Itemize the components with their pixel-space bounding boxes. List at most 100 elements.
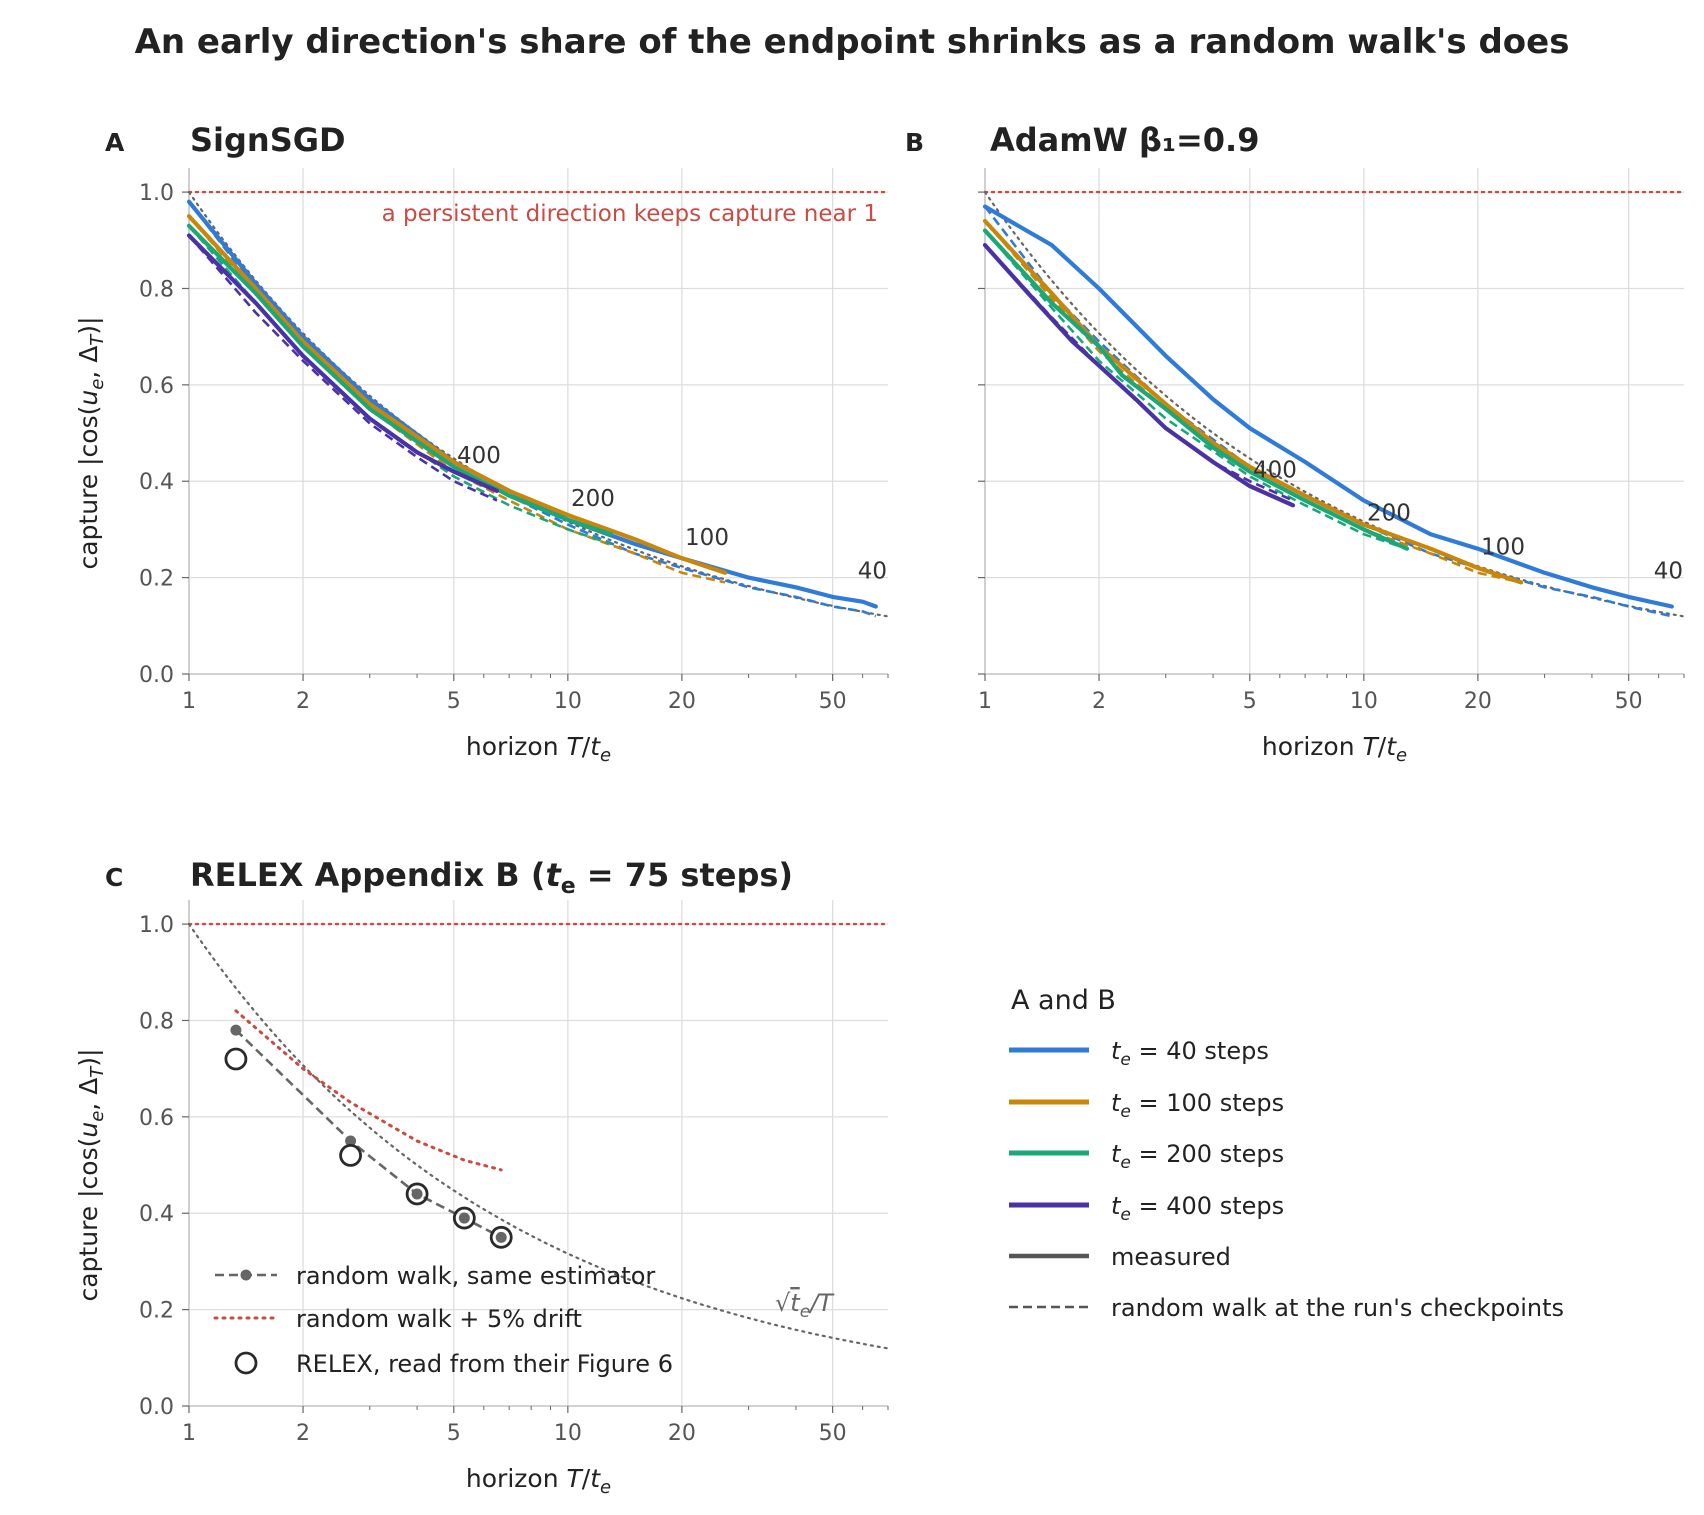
panel-a-x-axis-label: horizon T/te	[466, 732, 611, 766]
panel-c-sqrt-label-var: t	[790, 1289, 801, 1317]
legend-relex-swatch	[234, 1351, 258, 1375]
panel-a-y-tick-label: 1.0	[139, 181, 174, 206]
panel-c-title: RELEX Appendix B (te = 75 steps)	[190, 856, 793, 899]
panel-c-x-label-var2: t	[590, 1464, 601, 1493]
panel-a-y-axis-label: capture |cos(ue, ΔT)|	[74, 316, 108, 569]
panel-b-measured-te-100	[982, 218, 1524, 585]
panel-a-x-tick-label: 10	[554, 689, 582, 714]
panel-c-title-post: = 75 steps)	[576, 856, 793, 894]
panel-a-y-label-post: )|	[74, 316, 103, 334]
panel-a-end-label-te-200: 200	[571, 486, 615, 512]
legend-ab-te100-text: = 100 steps	[1131, 1089, 1284, 1117]
panel-c-random-walk-point	[495, 1231, 507, 1243]
legend-ab-measured-label: measured	[1111, 1243, 1231, 1271]
panel-a-random-walk-te-400	[188, 234, 498, 502]
panel-c-legend: random walk, same estimator random walk +…	[213, 1262, 673, 1378]
panel-c-x-label-var: T	[566, 1464, 583, 1493]
panel-c-sqrt-curve	[187, 923, 890, 1350]
panel-b-x-tick-label: 5	[1243, 689, 1257, 714]
panel-b-measured-te-200	[982, 228, 1410, 551]
panel-a-measured-te-400	[186, 233, 500, 493]
legend-rw-estimator-label: random walk, same estimator	[296, 1262, 655, 1290]
panel-c-random-walk-point	[458, 1212, 470, 1224]
panel-b-x-label-sub: e	[1396, 745, 1407, 766]
panel-b-x-label-sep: /	[1378, 732, 1387, 761]
panel-a: A SignSGD 1 2 5 10 20 50 0.0 0.2 0.4 0.6 0.8 1.0 hor…	[74, 121, 890, 766]
panel-a-x-label-var: T	[566, 732, 583, 761]
panel-a-y-tick-label: 0.0	[139, 663, 174, 688]
panel-c-sqrt-label-root: √	[775, 1289, 791, 1317]
panel-c-y-tick-label: 0.0	[139, 1395, 174, 1420]
panel-c-random-walk-point	[230, 1024, 242, 1036]
legend-ab-te40-text: = 40 steps	[1131, 1037, 1269, 1065]
panel-b-end-label-te-40: 40	[1654, 559, 1683, 585]
panel-a-x-label-sub: e	[600, 745, 611, 766]
panel-b-x-tick-label: 20	[1464, 689, 1492, 714]
panel-a-y-label-sub-t: T	[87, 333, 108, 346]
panel-a-x-tick-label: 50	[819, 689, 847, 714]
panel-a-x-tick-label: 5	[447, 689, 461, 714]
legend-ab-te40-sub: e	[1120, 1050, 1130, 1070]
panel-c-y-tick-label: 0.8	[139, 1009, 174, 1034]
panel-a-measured-te-200	[186, 223, 614, 537]
panel-c-random-walk-point	[345, 1135, 357, 1147]
panel-c-x-label-main: horizon	[466, 1464, 567, 1493]
legend-rw-drift-label: random walk + 5% drift	[296, 1305, 582, 1333]
panel-c-relex-point	[452, 1206, 476, 1230]
panel-c-y-tick-label: 0.2	[139, 1299, 174, 1324]
panel-a-letter: A	[105, 128, 125, 157]
legend-relex-label: RELEX, read from their Figure 6	[296, 1350, 673, 1378]
panel-a-random-walk-te-40	[187, 200, 877, 618]
panel-c-relex-point	[339, 1144, 362, 1167]
panel-c-x-tick-label: 50	[819, 1421, 847, 1446]
legend-ab-te200-label: te = 200 steps	[1111, 1140, 1284, 1173]
panel-b-x-tick-label: 1	[978, 689, 992, 714]
panel-a-x-tick-label: 20	[668, 689, 696, 714]
panel-c-sqrt-label-post: /T	[808, 1289, 835, 1317]
panel-b-x-label-main: horizon	[1262, 732, 1363, 761]
panel-b-measured-te-400	[982, 243, 1296, 508]
panel-a-y-tick-label: 0.8	[139, 277, 174, 302]
panel-c-x-axis-label: horizon T/te	[466, 1464, 611, 1498]
figure-title: An early direction's share of the endpoi…	[135, 22, 1570, 62]
panel-c-y-tick-label: 1.0	[139, 913, 174, 938]
panel-a-x-label-sep: /	[582, 732, 591, 761]
panel-a-y-tick-label: 0.6	[139, 374, 174, 399]
panel-b-x-axis-label: horizon T/te	[1262, 732, 1407, 766]
panel-c-relex-point	[489, 1225, 513, 1249]
panel-b-random-walk-te-200	[984, 229, 1408, 550]
panel-b-sqrt-curve	[983, 191, 1686, 618]
panel-a-end-label-te-40: 40	[858, 559, 887, 585]
panel-b-random-walk-te-100	[984, 220, 1522, 584]
panel-c-drift-line	[234, 1009, 503, 1172]
panel-a-sqrt-curve	[187, 191, 890, 618]
panel-c-title-var: t	[545, 856, 562, 894]
panel-a-random-walk-te-100	[188, 215, 726, 584]
panel-a-x-tick-label: 2	[296, 689, 310, 714]
panel-c-y-tick-label: 0.6	[139, 1106, 174, 1131]
panel-b-random-walk-te-40	[983, 205, 1673, 618]
panel-a-x-tick-label: 1	[182, 689, 196, 714]
panel-b-x-tick-label: 10	[1350, 689, 1378, 714]
panel-b-title: AdamW β₁=0.9	[990, 121, 1259, 159]
panel-b-end-label-te-200: 200	[1367, 501, 1411, 527]
panel-c-x-tick-label: 20	[668, 1421, 696, 1446]
panel-c-y-axis-label: capture |cos(ue, ΔT)|	[74, 1048, 108, 1301]
panel-c-y-label-sub-e: e	[87, 1111, 108, 1122]
panel-c-y-label-post: )|	[74, 1048, 103, 1066]
legend-ab-te400-sub: e	[1120, 1205, 1130, 1225]
panel-b-x-tick-label: 50	[1615, 689, 1643, 714]
panel-c-x-tick-label: 2	[296, 1421, 310, 1446]
panel-b: B AdamW β₁=0.9 1 2 5 10 20 50 horizon T/te 40 10…	[905, 121, 1686, 766]
panel-b-measured-te-40	[982, 204, 1674, 609]
legend-ab-te100-label: te = 100 steps	[1111, 1089, 1284, 1122]
panel-b-end-label-te-100: 100	[1481, 534, 1525, 560]
panel-a-measured-te-40	[186, 199, 878, 609]
legend-ab-te200-text: = 200 steps	[1131, 1140, 1284, 1168]
legend-ab-te40-var: t	[1111, 1037, 1122, 1065]
legend-ab-te40-label: te = 40 steps	[1111, 1037, 1269, 1070]
legend-ab-te200-var: t	[1111, 1140, 1122, 1168]
panel-c-x-label-sub: e	[600, 1477, 611, 1498]
